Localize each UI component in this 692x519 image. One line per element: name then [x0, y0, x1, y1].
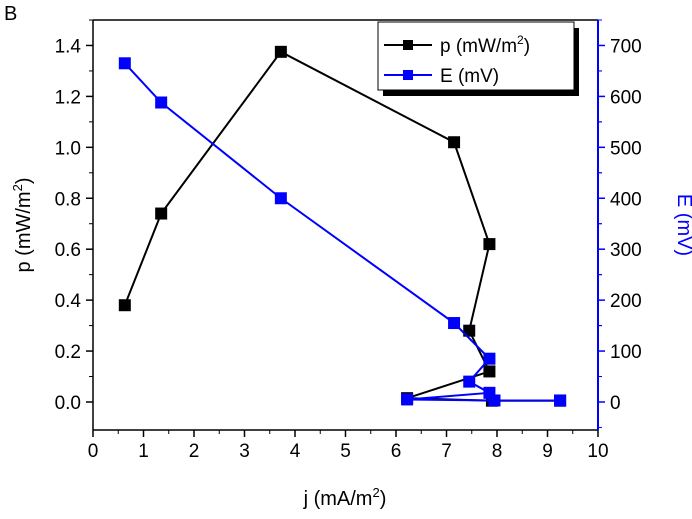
- data-point-1: [155, 96, 168, 109]
- legend-marker-e: [403, 70, 413, 80]
- x-tick-label: 8: [492, 441, 503, 462]
- data-point-1: [274, 192, 287, 205]
- data-point-1: [483, 352, 496, 365]
- panel-label: B: [4, 3, 17, 25]
- data-point-0: [483, 365, 496, 378]
- x-tick-label: 7: [441, 441, 452, 462]
- data-point-1: [448, 317, 461, 330]
- legend-label-e: E (mV): [440, 66, 499, 87]
- x-tick-label: 10: [587, 441, 608, 462]
- data-point-1: [463, 375, 476, 388]
- y-tick-label: 0.6: [55, 240, 81, 261]
- x-tick-label: 6: [391, 441, 402, 462]
- y-tick-label: 0.4: [55, 291, 82, 312]
- data-point-1: [554, 394, 567, 407]
- y-tick-label: 1.2: [55, 87, 81, 108]
- data-point-0: [274, 45, 287, 58]
- legend-label-p: p (mW/m2): [440, 33, 530, 57]
- y2-tick-label: 100: [610, 342, 642, 363]
- data-point-0: [448, 136, 461, 149]
- y2-tick-label: 0: [610, 393, 621, 414]
- x-tick-label: 4: [290, 441, 301, 462]
- y2-tick-label: 600: [610, 87, 642, 108]
- series-line-1: [124, 62, 561, 402]
- y2-tick-label: 500: [610, 138, 642, 159]
- y-tick-label: 0.0: [55, 393, 81, 414]
- legend: p (mW/m2) E (mV): [377, 21, 579, 96]
- data-point-0: [483, 238, 496, 251]
- data-point-1: [118, 57, 131, 70]
- x-tick-label: 1: [138, 441, 149, 462]
- x-tick-label: 0: [88, 441, 99, 462]
- y-tick-label: 0.8: [55, 189, 81, 210]
- data-point-0: [118, 299, 131, 312]
- y-tick-label: 0.2: [55, 342, 81, 363]
- legend-marker-p: [403, 40, 413, 50]
- series-line-0: [123, 50, 561, 402]
- y2-tick-label: 300: [610, 240, 642, 261]
- y2-axis-label: E (mV): [673, 194, 692, 256]
- data-point-1: [401, 393, 414, 406]
- y-axis-label: p (mW/m2): [10, 178, 35, 273]
- data-point-0: [463, 324, 476, 337]
- x-tick-label: 9: [542, 441, 553, 462]
- y-tick-label: 1.0: [55, 138, 81, 159]
- y-tick-label: 1.4: [55, 36, 82, 57]
- x-tick-label: 2: [189, 441, 200, 462]
- data-point-0: [155, 207, 168, 220]
- x-axis-label: j (mA/m2): [303, 485, 387, 510]
- x-tick-label: 3: [239, 441, 250, 462]
- y2-tick-label: 200: [610, 291, 642, 312]
- data-point-1: [488, 394, 501, 407]
- y2-tick-label: 400: [610, 189, 642, 210]
- y2-tick-label: 700: [610, 36, 642, 57]
- x-tick-label: 5: [340, 441, 351, 462]
